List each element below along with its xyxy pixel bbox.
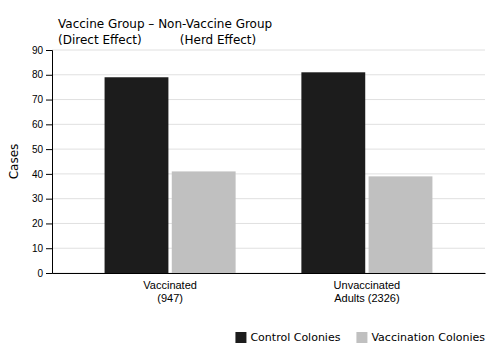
tick-mark	[46, 174, 52, 175]
series	[105, 72, 366, 273]
tick-mark	[46, 273, 52, 274]
tick: 70	[32, 94, 52, 105]
x-axis: Vaccinated(947) UnvaccinatedAdults (2326)	[53, 273, 486, 304]
annotation: Vaccine Group – Non-Vaccine Group	[58, 17, 272, 31]
tick: 40	[32, 169, 52, 180]
tick-label: Vaccinated(947)	[143, 279, 197, 304]
tick: 90	[32, 45, 52, 56]
axis-line	[46, 51, 53, 274]
tick-label: 10	[32, 243, 44, 254]
tick-label-line: Vaccinated	[143, 279, 197, 291]
tick: 20	[32, 218, 52, 229]
tick-label: 70	[32, 94, 44, 105]
tick-label-line: Unvaccinated	[334, 279, 401, 291]
plot: 0 10 20 30 40 50 60 70 80 90 Vaccinated(947) Unvacc…	[32, 45, 486, 304]
tick: 10	[32, 243, 52, 254]
series	[172, 171, 433, 273]
tick-label: 40	[32, 169, 44, 180]
bar	[172, 171, 236, 273]
tick-label: 30	[32, 193, 44, 204]
tick-label: 80	[32, 69, 44, 80]
annotation: (Direct Effect) (Herd Effect)	[58, 33, 256, 47]
grid	[52, 50, 485, 273]
chart: 0 10 20 30 40 50 60 70 80 90 Vaccinated(947) Unvacc…	[0, 0, 500, 351]
bar	[301, 72, 365, 273]
tick-mark	[46, 223, 52, 224]
legend-swatch	[235, 332, 246, 343]
bar	[105, 77, 169, 273]
tick: Vaccinated(947)	[143, 273, 197, 304]
tick-label: 60	[32, 119, 44, 130]
tick-label: 20	[32, 218, 44, 229]
grid-line	[52, 50, 485, 51]
tick-label: 0	[37, 268, 43, 279]
tick-mark	[46, 149, 52, 150]
tick-mark	[46, 50, 52, 51]
bars	[105, 72, 433, 273]
legend-swatch	[356, 332, 367, 343]
legend-item: Vaccination Colonies	[356, 331, 485, 344]
tick: 50	[32, 144, 52, 155]
tick-label: 50	[32, 144, 44, 155]
tick-mark	[46, 100, 52, 101]
y-axis: 0 10 20 30 40 50 60 70 80 90	[32, 45, 53, 279]
tick-mark	[46, 124, 52, 125]
legend-label: Vaccination Colonies	[371, 331, 485, 344]
legend-label: Control Colonies	[250, 331, 340, 344]
tick-mark	[46, 199, 52, 200]
tick-label-line: Adults (2326)	[334, 292, 399, 304]
tick-mark	[46, 248, 52, 249]
legend: Control Colonies Vaccination Colonies	[235, 331, 485, 344]
tick: 30	[32, 193, 52, 204]
tick-label: UnvaccinatedAdults (2326)	[334, 279, 401, 304]
tick-label-line: (947)	[157, 292, 183, 304]
tick: 60	[32, 119, 52, 130]
tick: 0	[37, 268, 52, 279]
legend-item: Control Colonies	[235, 331, 340, 344]
axis-line	[53, 273, 486, 274]
tick: 80	[32, 69, 52, 80]
tick-label: 90	[32, 45, 44, 56]
axis-title: Cases	[7, 144, 21, 180]
bar	[369, 176, 433, 273]
tick: UnvaccinatedAdults (2326)	[334, 273, 401, 304]
grid-line	[52, 74, 485, 75]
tick-mark	[46, 75, 52, 76]
